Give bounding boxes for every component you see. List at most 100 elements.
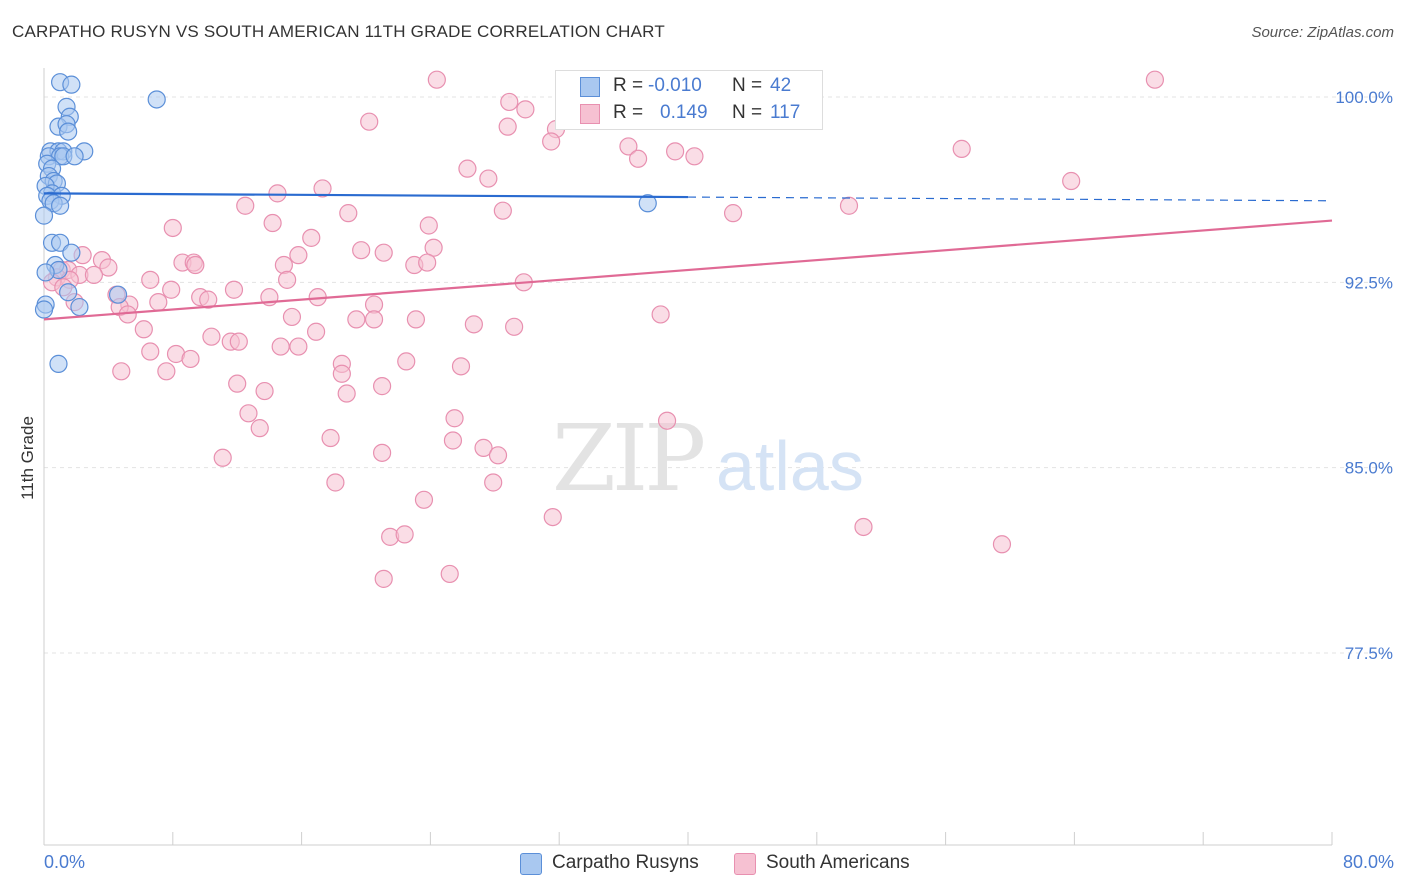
south-american-point xyxy=(84,265,104,285)
south-american-point xyxy=(657,411,677,430)
y-tick-label: 77.5% xyxy=(1345,644,1393,663)
legend-label-carpatho: Carpatho Rusyns xyxy=(552,852,699,873)
south-american-point xyxy=(289,337,308,356)
legend-swatch-pink xyxy=(580,104,600,124)
south-american-point xyxy=(498,117,517,136)
south-american-point xyxy=(134,320,153,339)
south-american-point xyxy=(224,280,244,299)
legend-row-south-american: R = 0.149 N = 117 xyxy=(556,100,822,128)
south-american-point xyxy=(313,179,332,198)
south-american-point xyxy=(263,213,282,233)
south-american-point xyxy=(239,404,258,423)
south-american-point xyxy=(542,132,561,151)
south-american-point xyxy=(479,169,498,188)
south-american-point xyxy=(186,255,205,275)
south-american-point xyxy=(236,196,255,215)
south-american-point xyxy=(306,322,326,341)
south-american-trend-line xyxy=(43,219,1333,321)
legend-label-south: South Americans xyxy=(766,852,910,873)
legend-r-value: -0.010 xyxy=(648,75,702,96)
carpatho-rusyn-point xyxy=(49,354,68,373)
south-american-point xyxy=(141,342,160,361)
south-american-point xyxy=(141,270,160,289)
carpatho-rusyn-point xyxy=(59,283,78,302)
south-american-point xyxy=(505,317,524,336)
carpatho-rusyn-point xyxy=(36,263,55,282)
south-american-point xyxy=(1062,171,1081,191)
south-american-point xyxy=(268,184,287,203)
south-american-point xyxy=(157,362,176,381)
y-tick-label: 85.0% xyxy=(1345,459,1393,478)
south-american-point xyxy=(854,517,873,537)
grid-lines xyxy=(44,96,1392,654)
south-american-point xyxy=(271,337,290,356)
carpatho-trend-line xyxy=(43,192,689,199)
carpatho-rusyn-point xyxy=(70,297,89,317)
carpatho-rusyns-points xyxy=(34,73,657,373)
south-american-point xyxy=(685,147,704,166)
south-american-point xyxy=(228,374,247,393)
carpatho-rusyn-point xyxy=(34,300,54,319)
chart-title: CARPATHO RUSYN VS SOUTH AMERICAN 11TH GR… xyxy=(12,22,665,41)
south-american-point xyxy=(347,310,366,329)
south-american-point xyxy=(229,332,248,351)
legend-r-label: R = xyxy=(613,75,644,96)
south-american-point xyxy=(289,246,308,265)
south-american-point xyxy=(162,280,181,299)
south-american-point xyxy=(839,196,859,215)
legend-r-label: R = xyxy=(613,102,644,123)
carpatho-rusyn-point xyxy=(50,196,70,215)
south-american-point xyxy=(488,446,508,465)
watermark-atlas: atlas xyxy=(716,427,864,505)
south-american-point xyxy=(202,327,221,346)
south-american-point xyxy=(484,473,503,492)
south-american-point xyxy=(352,241,371,260)
carpatho-rusyn-point xyxy=(108,285,128,304)
source-label: Source: ZipAtlas.com xyxy=(1251,24,1394,41)
south-american-point xyxy=(493,201,512,220)
south-american-point xyxy=(374,569,393,588)
south-american-point xyxy=(364,310,384,329)
south-american-point xyxy=(181,349,200,369)
south-american-point xyxy=(302,228,321,247)
south-american-point xyxy=(339,204,358,223)
south-american-point xyxy=(274,255,293,275)
legend-n-value: 117 xyxy=(770,102,801,123)
y-tick-label: 92.5% xyxy=(1345,273,1393,292)
south-american-point xyxy=(474,438,493,457)
south-american-point xyxy=(464,315,483,334)
south-american-point xyxy=(149,293,168,312)
carpatho-rusyn-point xyxy=(147,90,166,109)
south-american-point xyxy=(250,419,269,438)
y-axis-label: 11th Grade xyxy=(18,416,37,500)
south-american-point xyxy=(374,243,393,262)
south-american-point xyxy=(99,258,118,277)
south-american-point xyxy=(451,357,471,376)
legend-swatch-south xyxy=(734,853,756,875)
south-american-point xyxy=(406,310,426,329)
watermark-zip: ZIP xyxy=(552,405,703,512)
south-american-point xyxy=(500,92,519,112)
south-american-point xyxy=(516,100,535,119)
south-american-point xyxy=(651,305,670,324)
south-american-point xyxy=(282,307,302,327)
south-american-point xyxy=(397,352,416,371)
south-american-point xyxy=(112,362,131,381)
south-american-point xyxy=(321,428,340,448)
carpatho-rusyn-point xyxy=(62,243,81,262)
south-american-point xyxy=(427,70,446,89)
south-american-point xyxy=(619,137,638,156)
south-american-point xyxy=(723,204,743,223)
south-american-point xyxy=(666,142,685,161)
legend-n-value: 42 xyxy=(770,75,792,96)
south-american-point xyxy=(360,112,379,131)
carpatho-rusyn-point xyxy=(59,122,78,141)
carpatho-trend-line-dashed xyxy=(687,196,1333,202)
south-american-point xyxy=(373,443,392,462)
south-american-point xyxy=(952,139,971,158)
south-american-point xyxy=(628,149,648,168)
south-american-point xyxy=(1145,70,1165,89)
south-american-point xyxy=(213,448,232,467)
series-legend: Carpatho Rusyns South Americans xyxy=(0,851,1406,879)
